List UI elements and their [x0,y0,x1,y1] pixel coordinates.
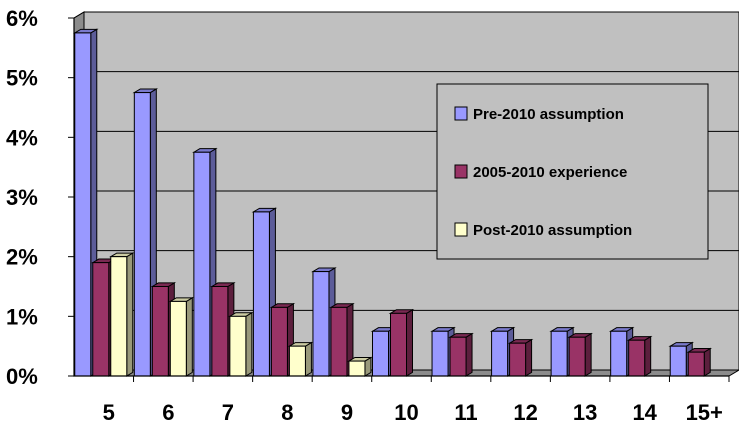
x-tick-label: 14 [632,400,657,425]
bar-side [245,311,253,377]
y-tick-label: 6% [6,6,38,31]
legend-label: Pre-2010 assumption [473,106,624,123]
y-tick-labels: 0% 1% 2% 3% 4% 5% 6% [6,6,38,389]
legend-box [436,83,709,260]
bar-side [584,332,592,377]
bar-front [550,330,568,377]
bar-front [348,360,366,377]
axes [68,17,730,382]
y-tick-label: 5% [6,66,38,91]
bar [507,338,534,377]
bar [287,341,314,377]
bar-front [169,300,187,377]
bar-front [330,306,348,377]
bar-front [270,306,288,377]
bar-front [288,345,306,377]
legend-label: 2005-2010 experience [473,164,627,181]
bar-front [669,345,687,377]
bar-front [193,151,211,377]
bar-front [312,271,330,377]
x-tick-label: 12 [513,400,537,425]
bar-front [151,286,169,377]
bar [108,252,135,377]
legend-swatch [454,164,468,179]
bar-front [610,330,628,377]
x-tick-label: 9 [341,400,353,425]
bar-front [92,262,110,377]
bar-front [211,286,229,377]
x-tick-labels: 5 6 7 8 9 10 11 12 13 14 15+ [103,400,723,425]
bar-side [703,347,711,377]
bar-front [509,342,527,377]
gridline-side [73,11,85,19]
bar-front [74,32,92,377]
legend: Pre-2010 assumption 2005-2010 experience P… [436,83,709,260]
bar-front [133,92,151,377]
bar-front [110,256,128,377]
y-tick-label: 4% [6,125,38,150]
bar [388,308,415,377]
x-tick-label: 6 [162,400,174,425]
bar-side [465,332,473,377]
legend-swatch [454,106,468,121]
x-tick-label: 8 [281,400,293,425]
bars [72,28,713,377]
bar-side [644,335,652,377]
legend-swatch [454,222,468,237]
bar [448,332,474,377]
y-tick-label: 2% [6,245,38,270]
bar [72,28,99,377]
bar-side [525,338,533,377]
bar-front [229,315,247,377]
x-tick-label: 13 [573,400,597,425]
bar [228,311,254,377]
bar-front [390,312,407,377]
bar [347,356,373,377]
bar-side [185,296,193,377]
bar-side [126,252,134,377]
bar-front [491,330,509,377]
bar-front [687,351,705,377]
bar-front [252,211,270,377]
bar [686,347,713,377]
bar [626,335,653,377]
y-tick-label: 3% [6,185,38,210]
x-tick-label: 7 [222,400,234,425]
x-tick-label: 5 [103,400,115,425]
x-tick-label: 11 [454,400,477,425]
legend-label: Post-2010 assumption [473,222,632,239]
y-tick-label: 1% [6,304,38,329]
x-tick-label: 10 [394,400,418,425]
bar-front [372,330,389,377]
y-tick-label: 0% [6,364,38,389]
x-tick-label: 15+ [686,400,723,425]
bar-front [628,339,646,377]
bar-side [304,341,312,377]
bar-front [449,336,467,377]
bar-side [406,308,413,377]
bar-front [568,336,586,377]
bar [168,296,195,377]
bar-front [431,330,449,377]
bar [567,332,593,377]
